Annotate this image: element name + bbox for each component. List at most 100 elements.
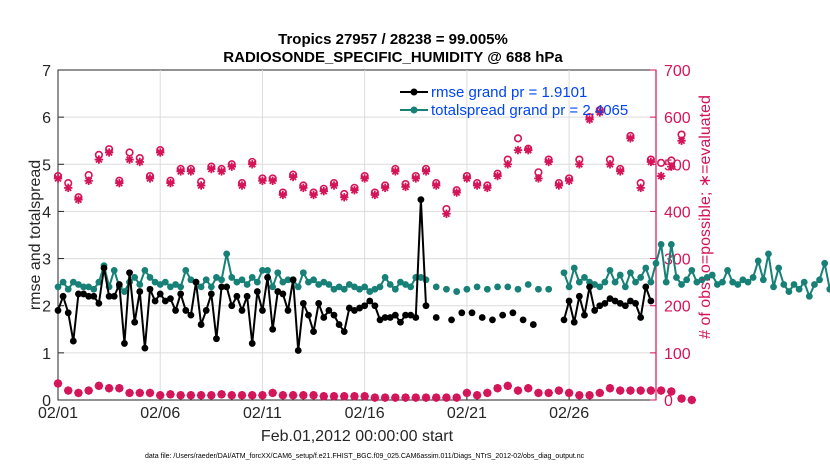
obs-low-evaluated-point xyxy=(207,391,215,399)
totalspread-point xyxy=(59,278,67,286)
totalspread-point xyxy=(391,285,399,293)
totalspread-point xyxy=(386,281,394,288)
obs-low-evaluated-point xyxy=(432,394,440,402)
obs-low-evaluated-point xyxy=(555,386,563,395)
rmse-point xyxy=(642,283,650,291)
obs-low-evaluated-point xyxy=(156,391,164,399)
rmse-series xyxy=(54,196,655,354)
totalspread-point xyxy=(371,285,379,293)
obs-evaluated-point xyxy=(442,210,451,218)
rmse-point xyxy=(95,299,103,307)
totalspread-point xyxy=(719,278,726,286)
rmse-point xyxy=(223,283,231,291)
totalspread-point xyxy=(703,274,711,281)
obs-evaluated-point xyxy=(647,158,655,166)
totalspread-point xyxy=(90,285,98,293)
obs-low-evaluated-point xyxy=(350,392,359,400)
obs-low-evaluated-point xyxy=(565,389,573,397)
obs-evaluated-point xyxy=(279,191,287,199)
obs-evaluated-point xyxy=(657,172,665,180)
rmse-point xyxy=(458,309,466,317)
totalspread-point xyxy=(274,269,282,277)
obs-evaluated-point xyxy=(565,177,573,185)
totalspread-point xyxy=(775,264,783,272)
rmse-point xyxy=(468,309,476,317)
tick-label-x: 02/26 xyxy=(549,405,589,422)
totalspread-point xyxy=(299,269,307,277)
totalspread-point xyxy=(504,283,512,291)
obs-evaluated-point xyxy=(269,177,277,185)
obs-evaluated-point xyxy=(371,191,379,199)
rmse-point xyxy=(243,292,251,300)
rmse-point xyxy=(59,292,67,300)
totalspread-point xyxy=(202,276,210,284)
obs-low-evaluated-point xyxy=(146,389,154,397)
obs-evaluated-point xyxy=(585,115,594,124)
rmse-point xyxy=(601,299,609,307)
obs-evaluated-point xyxy=(616,167,624,175)
totalspread-point xyxy=(811,281,818,288)
rmse-point xyxy=(586,283,593,291)
totalspread-point xyxy=(417,274,425,281)
rmse-point xyxy=(581,311,588,319)
rmse-point xyxy=(391,311,399,319)
totalspread-point xyxy=(826,285,830,293)
obs-evaluated-series xyxy=(53,108,686,218)
obs-evaluated-point xyxy=(64,184,72,192)
totalspread-point xyxy=(397,278,404,286)
obs-low-evaluated-point xyxy=(422,394,430,402)
obs-possible-point xyxy=(657,158,666,167)
obs-low-evaluated-point xyxy=(125,389,134,397)
obs-evaluated-point xyxy=(125,155,134,164)
totalspread-point xyxy=(790,281,798,288)
totalspread-point xyxy=(575,278,583,286)
rmse-point xyxy=(182,307,190,314)
rmse-point xyxy=(233,292,241,300)
obs-low-evaluated-point xyxy=(64,386,72,395)
totalspread-point xyxy=(770,283,777,291)
obs-evaluated-point xyxy=(637,184,645,192)
totalspread-point xyxy=(698,276,706,284)
rmse-point xyxy=(126,269,133,277)
totalspread-point xyxy=(233,278,241,286)
rmse-point xyxy=(386,314,394,321)
totalspread-point xyxy=(754,257,762,265)
obs-low-evaluated-point xyxy=(340,392,348,400)
obs-evaluated-point xyxy=(677,137,686,145)
rmse-point xyxy=(248,340,256,347)
tick-label-x: 02/11 xyxy=(243,405,282,422)
obs-low-evaluated-point xyxy=(626,386,635,395)
totalspread-point xyxy=(739,276,747,284)
obs-low-evaluated-point xyxy=(545,389,553,397)
obs-evaluated-point xyxy=(667,163,675,171)
obs-possible-point xyxy=(513,134,523,143)
rmse-point xyxy=(177,290,185,298)
totalspread-point xyxy=(601,278,609,286)
totalspread-point xyxy=(351,283,358,291)
obs-low-evaluated-point xyxy=(534,389,543,397)
totalspread-point xyxy=(535,285,542,293)
totalspread-point xyxy=(453,288,461,295)
rmse-point xyxy=(75,290,82,298)
totalspread-point xyxy=(75,281,82,288)
totalspread-point xyxy=(708,271,716,279)
obs-evaluated-point xyxy=(361,174,369,183)
tick-label-right: 100 xyxy=(664,346,691,363)
totalspread-point xyxy=(570,264,578,272)
totalspread-point xyxy=(816,276,823,284)
totalspread-point xyxy=(443,285,450,293)
obs-low-evaluated-point xyxy=(85,386,93,395)
tick-label-left: 6 xyxy=(42,110,51,127)
legend-rmse-label: rmse grand pr = 1.9101 xyxy=(431,84,587,101)
tick-label-right: 0 xyxy=(664,393,673,410)
rmse-point xyxy=(361,302,369,310)
obs-low-evaluated-point xyxy=(647,386,655,395)
tick-label-left: 3 xyxy=(42,252,51,269)
totalspread-point xyxy=(785,288,793,295)
totalspread-point xyxy=(591,281,599,288)
obs-evaluated-point xyxy=(187,167,195,175)
rmse-point xyxy=(560,316,568,324)
obs-evaluated-point xyxy=(289,173,297,181)
rmse-point xyxy=(606,295,614,303)
obs-evaluated-point xyxy=(95,155,103,164)
